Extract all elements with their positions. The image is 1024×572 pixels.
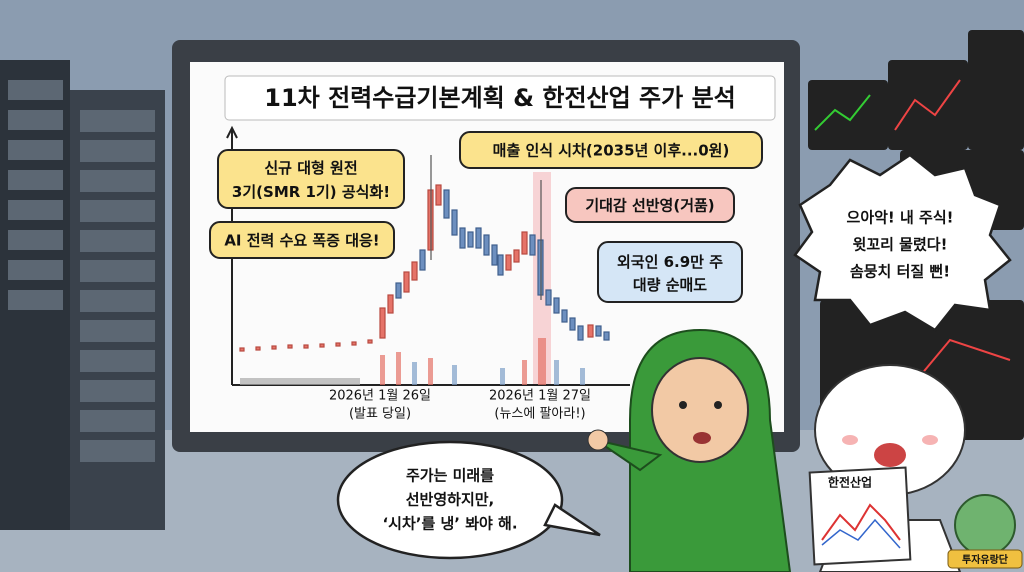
callout-ai: AI 전력 수요 폭증 대응! (209, 221, 395, 259)
svg-text:신규 대형 원전: 신규 대형 원전 (264, 159, 357, 177)
callout-line: 신규 대형 원전 (264, 159, 357, 177)
speech-line: 주가는 미래를 (406, 467, 494, 485)
callout-nuclear: 신규 대형 원전 3기(SMR 1기) 공식화! (217, 149, 405, 209)
shout-line: 으아악! 내 주식! (847, 209, 954, 227)
callout-line: 외국인 6.9만 주 (617, 253, 723, 271)
callout-revenue-lag: 매출 인식 시차(2035년 이후...0원) (459, 131, 763, 169)
paper: 한전산업 (808, 466, 912, 566)
speech-bubble: 주가는 미래를 선반영하지만, ‘시차’를 냉’ 봐야 해. (336, 440, 601, 560)
shout-line: 윗꼬리 물렸다! (853, 236, 948, 254)
title-box (224, 75, 776, 121)
date-label: 2026년 1월 27일 (489, 389, 591, 404)
callout-line: 대량 순매도 (633, 276, 707, 294)
svg-text:매출 인식 시차(2035년 이후...0원): 매출 인식 시차(2035년 이후...0원) (493, 142, 730, 160)
date-label: (발표 당일) (349, 407, 411, 422)
speech-line: 선반영하지만, (406, 491, 495, 509)
character-hoodie (587, 328, 792, 572)
badge-text: 투자유랑단 (962, 553, 1009, 566)
callout-foreign: 외국인 6.9만 주 대량 순매도 (597, 241, 743, 303)
svg-text:3기(SMR 1기) 공식화!: 3기(SMR 1기) 공식화! (232, 183, 390, 201)
badge: 투자유랑단 (947, 494, 1023, 569)
svg-text:외국인 6.9만 주: 외국인 6.9만 주 (617, 253, 723, 271)
speech-line: ‘시차’를 냉’ 봐야 해. (382, 515, 517, 533)
svg-text:대량 순매도: 대량 순매도 (633, 276, 707, 294)
candles (239, 155, 610, 352)
date-labels: 2026년 1월 26일 (발표 당일) 2026년 1월 27일 (뉴스에 팔… (329, 389, 591, 422)
callout-bubble: 기대감 선반영(거품) (565, 187, 735, 223)
paper-title: 한전산업 (828, 475, 872, 490)
callout-line: 3기(SMR 1기) 공식화! (232, 183, 390, 201)
shout-line: 솜뭉치 터질 뻔! (850, 263, 950, 281)
svg-text:AI 전력 수요 폭증 대응!: AI 전력 수요 폭증 대응! (224, 232, 379, 250)
server-racks-left (0, 60, 165, 530)
date-label: 2026년 1월 26일 (329, 389, 431, 404)
date-label: (뉴스에 팔아라!) (494, 407, 585, 422)
volume-bars (240, 338, 585, 385)
title: 11차 전력수급기본계획 & 한전산업 주가 분석 (264, 84, 735, 112)
shout-bubble: 으아악! 내 주식! 윗꼬리 물렸다! 솜뭉치 터질 뻔! (793, 153, 1012, 332)
svg-text:기대감 선반영(거품): 기대감 선반영(거품) (585, 197, 714, 215)
